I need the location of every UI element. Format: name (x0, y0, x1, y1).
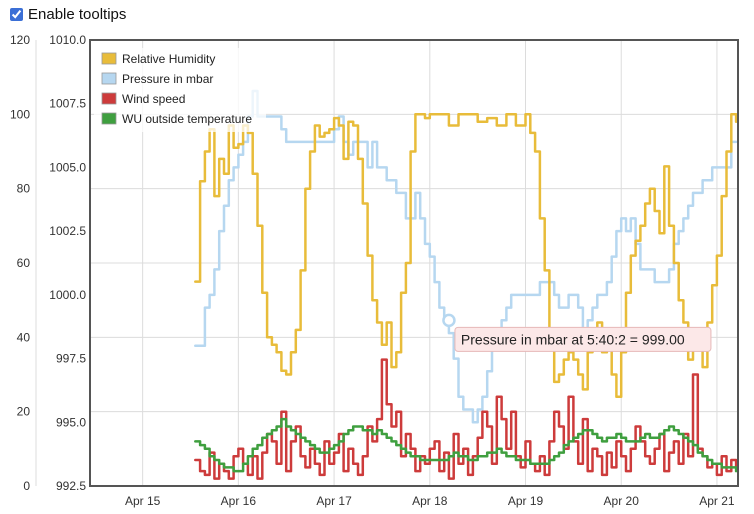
left-tick-label: 20 (17, 405, 31, 419)
legend: Relative Humidity Pressure in mbar Wind sp… (94, 48, 266, 132)
right-tick-label: 995.0 (56, 415, 86, 429)
x-axis-ticks: Apr 15 Apr 16 Apr 17 Apr 18 Apr 19 Apr 20 Apr … (125, 494, 735, 508)
series-line-wind-speed (194, 358, 738, 480)
right-tick-label: 1010.0 (49, 33, 86, 47)
x-tick-label: Apr 15 (125, 494, 161, 508)
x-tick-label: Apr 17 (316, 494, 352, 508)
right-axis-ticks: 992.5 995.0 997.5 1000.0 1002.5 1005.0 1007.5 1… (49, 33, 86, 493)
x-tick-label: Apr 21 (699, 494, 735, 508)
legend-background (94, 48, 266, 132)
right-tick-label: 1002.5 (49, 224, 86, 238)
tooltip-marker (442, 313, 456, 328)
enable-tooltips-label[interactable]: Enable tooltips (28, 5, 127, 23)
series-lines (194, 89, 738, 480)
right-tick-label: 1007.5 (49, 97, 86, 111)
legend-label: WU outside temperature (122, 112, 252, 126)
tooltip-box (454, 326, 712, 352)
left-tick-label: 60 (17, 256, 31, 270)
legend-swatch (101, 112, 117, 125)
right-tick-label: 1000.0 (49, 288, 86, 302)
left-tick-label: 120 (10, 33, 30, 47)
legend-swatch (101, 72, 117, 85)
hover-tooltip: Pressure in mbar at 5:40:2 = 999.00 (442, 313, 712, 352)
right-tick-label: 997.5 (56, 352, 86, 366)
enable-tooltips-checkbox[interactable] (10, 7, 23, 21)
left-tick-label: 40 (17, 330, 31, 344)
x-tick-label: Apr 16 (221, 494, 257, 508)
legend-swatch (101, 92, 117, 105)
tooltips-toggle-row: Enable tooltips (6, 4, 126, 24)
x-tick-label: Apr 19 (508, 494, 544, 508)
legend-swatch (101, 52, 117, 65)
x-tick-label: Apr 20 (604, 494, 640, 508)
series-line-wu-outside-temperature (194, 417, 738, 473)
right-tick-label: 1005.0 (49, 160, 86, 174)
left-tick-label: 100 (10, 107, 30, 121)
left-tick-label: 0 (23, 479, 30, 493)
tooltip-text: Pressure in mbar at 5:40:2 = 999.00 (461, 331, 685, 347)
plot-frame (89, 39, 739, 487)
legend-label: Relative Humidity (122, 52, 215, 66)
left-axis-ticks: 0 20 40 60 80 100 120 (10, 33, 30, 493)
right-tick-label: 992.5 (56, 479, 86, 493)
legend-label: Wind speed (122, 92, 185, 106)
x-tick-label: Apr 18 (412, 494, 448, 508)
series-line-relative-humidity (194, 113, 738, 399)
series-line-pressure-in-mbar (194, 89, 738, 424)
legend-label: Pressure in mbar (122, 72, 213, 86)
left-tick-label: 80 (17, 182, 31, 196)
